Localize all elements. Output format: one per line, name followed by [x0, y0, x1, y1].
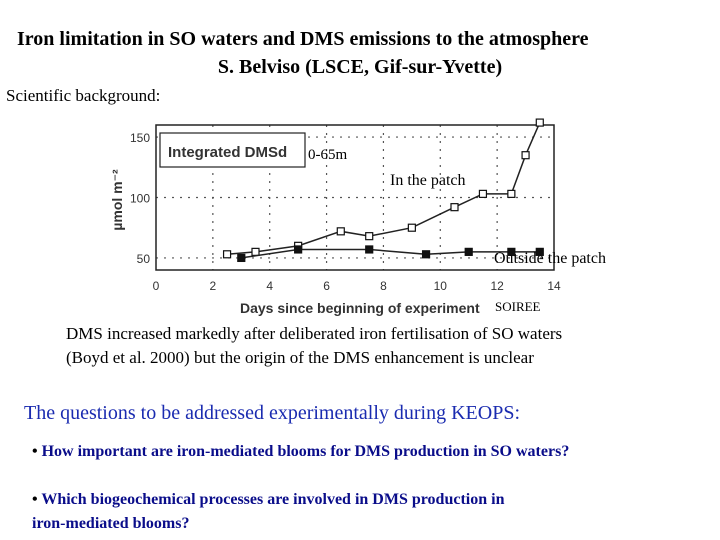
title-line-2: S. Belviso (LSCE, Gif-sur-Yvette)	[217, 56, 503, 78]
bullet-marker: •	[32, 443, 38, 460]
legend-box-label: Integrated DMSd	[168, 144, 287, 161]
bullet-text-1: How important are iron-mediated blooms f…	[41, 443, 570, 460]
y-tick-label: 100	[130, 192, 150, 206]
data-point-outside-patch	[507, 247, 516, 256]
series-label-outside-patch: Outside the patch	[494, 250, 606, 267]
x-tick-label: 2	[210, 279, 217, 293]
series-label-in-patch: In the patch	[390, 172, 466, 189]
x-tick-labels: 0 2 4 6 8 10 12 14	[153, 279, 561, 293]
data-point-outside-patch	[464, 247, 473, 256]
x-tick-label: 8	[380, 279, 387, 293]
y-tick-label: 50	[137, 252, 151, 266]
bullet-item-1: • How important are iron-mediated blooms…	[32, 443, 569, 461]
data-point-in-patch	[478, 189, 488, 198]
background-label: Scientific background:	[6, 86, 161, 105]
source-label: SOIREE	[495, 299, 541, 314]
plot-frame	[155, 124, 555, 271]
paragraph-line-2: (Boyd et al. 2000) but the origin of the…	[66, 348, 534, 367]
data-point-in-patch	[407, 223, 416, 232]
x-tick-label: 12	[490, 279, 504, 293]
bullet-item-2-continued: iron-mediated blooms?	[32, 515, 190, 532]
data-point-in-patch	[450, 203, 459, 212]
paragraph-line-1: DMS increased markedly after deliberated…	[66, 324, 563, 343]
bullet-text-2a: Which biogeochemical processes are invol…	[41, 491, 505, 508]
data-point-in-patch	[521, 151, 530, 160]
x-tick-label: 6	[323, 279, 330, 293]
questions-heading: The questions to be addressed experiment…	[24, 402, 521, 424]
data-point-outside-patch	[535, 247, 544, 256]
data-point-outside-patch	[237, 253, 246, 263]
x-axis-label: Days since beginning of experiment	[240, 300, 480, 316]
title-line-1: Iron limitation in SO waters and DMS emi…	[17, 28, 589, 50]
data-point-in-patch	[365, 232, 374, 241]
bullet-marker: •	[32, 491, 38, 508]
data-point-in-patch	[222, 250, 232, 259]
x-tick-label: 10	[434, 279, 448, 293]
data-point-in-patch	[336, 227, 345, 236]
x-tick-label: 4	[266, 279, 273, 293]
data-point-in-patch	[251, 247, 260, 256]
bullet-item-2: • Which biogeochemical processes are inv…	[32, 491, 504, 509]
x-tick-label: 0	[153, 279, 160, 293]
series-layer	[222, 118, 544, 263]
data-point-outside-patch	[365, 245, 374, 254]
data-point-outside-patch	[421, 250, 431, 259]
data-point-in-patch	[507, 189, 516, 198]
data-point-in-patch	[535, 118, 544, 127]
legend-box	[159, 132, 306, 168]
y-axis-label: µmol m⁻²	[109, 169, 125, 231]
depth-label: 0-65m	[308, 147, 347, 163]
y-tick-label: 150	[130, 131, 150, 145]
y-tick-labels: 50 100 150	[130, 131, 150, 266]
data-point-outside-patch	[294, 245, 303, 254]
x-tick-label: 14	[547, 279, 561, 293]
